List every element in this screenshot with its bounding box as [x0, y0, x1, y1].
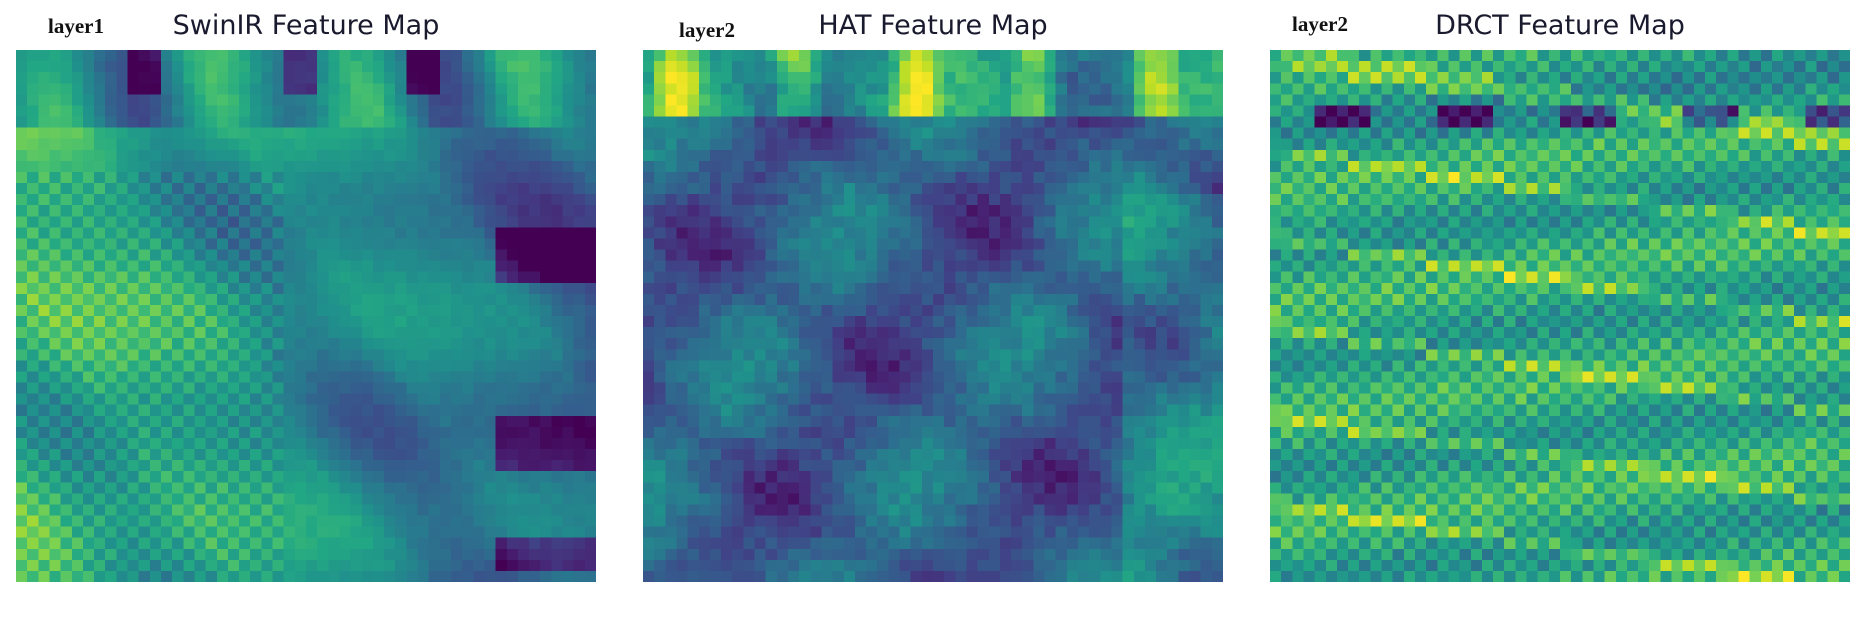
- layer-label: layer2: [679, 18, 735, 42]
- hat-panel: layer2 HAT Feature Map: [643, 0, 1223, 590]
- layer-label: layer2: [1292, 12, 1348, 36]
- hat-feature-map-image: [643, 50, 1223, 582]
- map-title: SwinIR Feature Map: [172, 10, 440, 41]
- layer-label: layer1: [48, 14, 104, 38]
- map-title: HAT Feature Map: [818, 10, 1048, 41]
- drct-feature-map-image: [1270, 50, 1850, 582]
- swinir-panel: layer1 SwinIR Feature Map: [16, 0, 596, 590]
- drct-panel: layer2 DRCT Feature Map: [1270, 0, 1850, 590]
- map-title: DRCT Feature Map: [1435, 10, 1685, 41]
- swinir-feature-map-image: [16, 50, 596, 582]
